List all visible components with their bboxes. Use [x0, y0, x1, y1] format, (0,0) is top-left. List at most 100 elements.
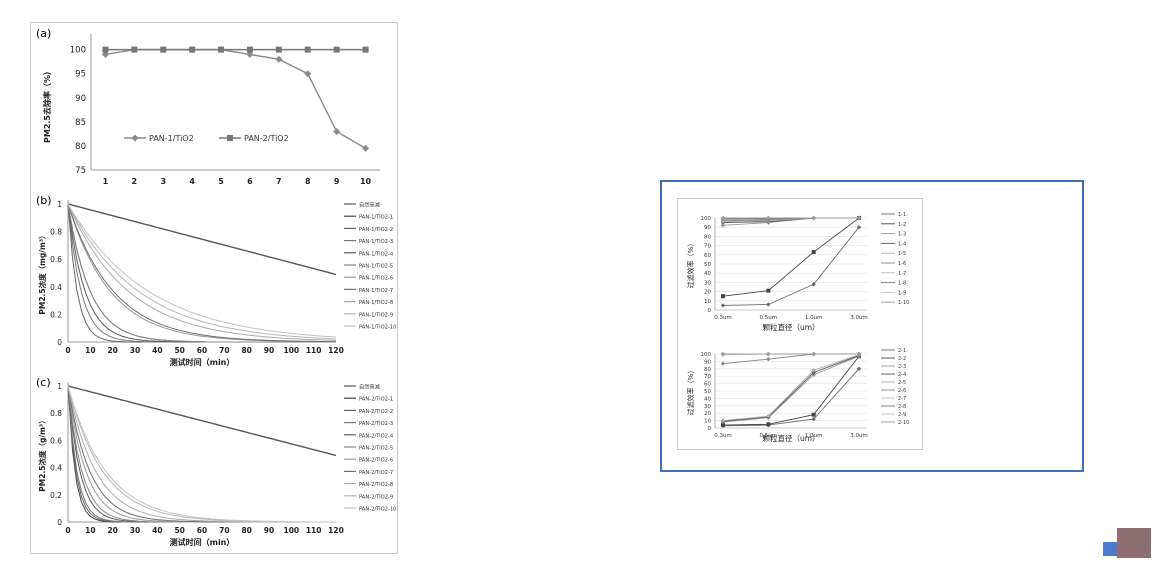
data-point-a-0 [246, 50, 254, 58]
y-tick-label-a: 85 [75, 118, 86, 128]
x-tick-label-c: 100 [284, 526, 300, 535]
legend-label-b: PAN-1/TiO2-10 [359, 325, 396, 331]
data-point-e-9 [856, 351, 862, 357]
y-tick-label-a: 75 [75, 166, 86, 176]
data-point-a-1 [333, 46, 340, 53]
y-axis-label-e: 过滤效率（%） [686, 367, 695, 416]
x-tick-label-e: 3.0um [850, 433, 868, 439]
legend-label-b: PAN-1/TiO2-8 [359, 300, 393, 306]
x-tick-label-d: 0.5um [760, 315, 778, 321]
series-line-b-0 [67, 203, 337, 276]
data-point-a-0 [275, 55, 283, 63]
legend-label-b: PAN-1/TiO2-4 [359, 251, 394, 257]
data-point-d-1 [721, 294, 725, 299]
x-tick-label-b: 0 [65, 346, 70, 355]
y-tick-label-d: 10 [704, 299, 711, 305]
legend-label-c: PAN-2/TiO2-4 [359, 433, 394, 439]
legend-marker-a [131, 134, 139, 142]
x-tick-label-c: 70 [219, 526, 229, 535]
legend-label-e: 2-4 [898, 372, 906, 378]
y-tick-label-b: 0.2 [50, 310, 62, 319]
data-point-e-1 [721, 423, 725, 428]
x-tick-label-b: 80 [241, 346, 251, 355]
data-point-e-1 [766, 422, 771, 427]
y-tick-label-d: 70 [704, 244, 711, 250]
legend-label-c: PAN-2/TiO2-2 [359, 409, 393, 415]
data-point-d-0 [856, 225, 862, 230]
legend-label-c: PAN-2/TiO2-10 [359, 507, 396, 513]
x-tick-label-d: 3.0um [850, 315, 868, 321]
decor-square-blue [1103, 542, 1117, 556]
legend-label-e: 2-8 [898, 404, 906, 410]
data-point-d-0 [720, 303, 726, 308]
series-line-c-7 [67, 385, 336, 523]
x-tick-label-a: 3 [160, 177, 166, 186]
data-point-e-4 [720, 418, 726, 423]
y-tick-label-e: 100 [701, 352, 712, 358]
legend-label-e: 2-5 [898, 380, 906, 386]
data-point-e-9 [811, 351, 816, 357]
chart-c: (c) 1 0.8 0.6 0.4 0.2 00 10 20 30 40 50 60 70 80 90 100 1… [36, 376, 396, 547]
data-point-a-0 [362, 144, 370, 152]
data-point-d-9 [811, 215, 816, 221]
panel-label-a: (a) [36, 27, 51, 40]
series-line-e-2 [722, 355, 860, 423]
y-axis-label-c: PM2.5浓度（g/m³） [37, 416, 47, 491]
x-tick-label-c: 80 [241, 526, 251, 535]
data-point-a-1 [275, 46, 282, 53]
y-tick-label-a: 90 [75, 94, 86, 104]
series-line-c-2 [67, 385, 336, 523]
x-tick-label-e: 0.3um [714, 433, 732, 439]
data-point-e-5 [766, 356, 771, 362]
data-point-d-2 [720, 223, 726, 228]
x-tick-label-a: 2 [132, 177, 138, 186]
x-tick-label-c: 30 [130, 526, 140, 535]
legend-label-e: 2-6 [898, 388, 906, 394]
series-line-c-9 [67, 385, 336, 523]
y-tick-label-d: 40 [704, 271, 711, 277]
series-line-b-5 [67, 203, 336, 343]
right-figure-inner [677, 198, 923, 450]
y-tick-label-d: 80 [704, 234, 711, 240]
series-line-c-5 [67, 385, 336, 523]
legend-label-d: 1-9 [898, 290, 906, 296]
legend-label-c: PAN-2/TiO2-6 [359, 458, 393, 464]
x-axis-label-d: 颗粒直径（um） [762, 322, 819, 332]
legend-label-c: PAN-2/TiO2-8 [359, 482, 393, 488]
series-line-e-3 [722, 355, 860, 422]
data-point-a-0 [333, 127, 341, 135]
y-tick-label-b: 0 [57, 338, 62, 347]
legend-label-c: 自然衰减 [359, 383, 381, 391]
x-tick-label-a: 1 [103, 177, 109, 186]
legend-label-e: 2-10 [898, 420, 909, 426]
x-tick-label-c: 60 [197, 526, 207, 535]
x-tick-label-b: 50 [174, 346, 184, 355]
series-line-b-9 [67, 203, 337, 340]
legend-label-e: 2-1 [898, 348, 906, 354]
x-tick-label-c: 50 [174, 526, 184, 535]
legend-label-e: 2-7 [898, 396, 906, 402]
series-line-e-0 [722, 368, 860, 427]
data-point-a-1 [131, 46, 138, 53]
x-axis-label-c: 测试时间（min） [170, 537, 235, 547]
x-axis-label-b: 测试时间（min） [170, 357, 235, 367]
x-tick-label-e: 1.0um [805, 433, 823, 439]
y-tick-label-c: 0.8 [50, 409, 62, 418]
legend-label-c: PAN-2/TiO2-1 [359, 397, 393, 403]
data-point-d-0 [766, 302, 771, 307]
y-tick-label-e: 30 [704, 404, 711, 410]
data-point-a-1 [362, 46, 369, 53]
legend-label-e: 2-2 [898, 356, 906, 362]
y-tick-label-a: 100 [70, 46, 86, 56]
legend-label-a: PAN-2/TiO2 [244, 134, 289, 143]
y-tick-label-e: 90 [704, 359, 711, 365]
x-tick-label-d: 0.3um [714, 315, 732, 321]
y-tick-label-a: 95 [75, 70, 86, 80]
y-tick-label-d: 50 [704, 262, 711, 268]
data-point-e-9 [720, 351, 726, 357]
panel-label-b: (b) [36, 194, 52, 207]
y-tick-label-a: 80 [75, 142, 86, 152]
data-point-a-0 [304, 70, 312, 78]
data-point-a-1 [189, 46, 196, 53]
